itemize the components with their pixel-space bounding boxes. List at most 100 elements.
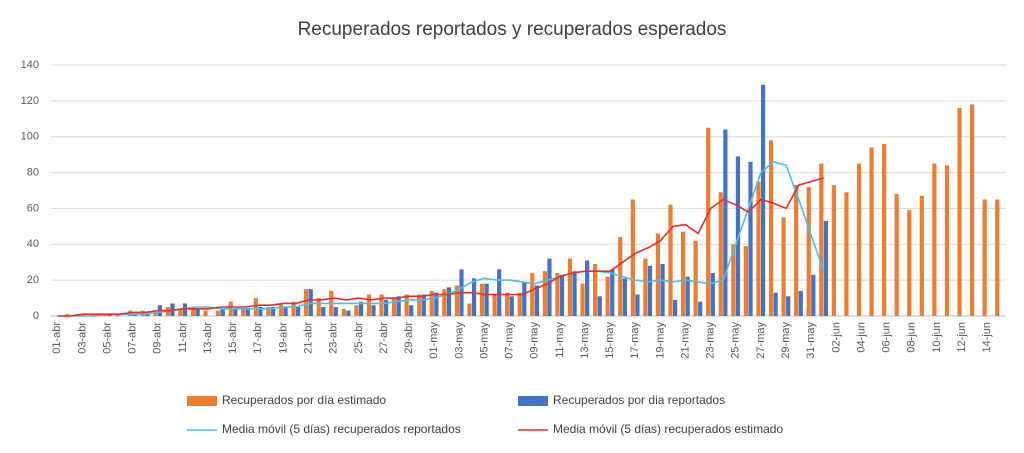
bar — [396, 296, 401, 316]
x-tick-label: 07-abr — [127, 322, 139, 354]
x-tick-label: 05-abr — [101, 322, 113, 354]
bar — [245, 308, 250, 316]
x-tick-label: 11-may — [554, 322, 566, 358]
bar — [517, 292, 522, 316]
bar — [706, 127, 711, 316]
bar — [894, 194, 899, 316]
bar — [258, 307, 263, 316]
x-tick-label: 09-may — [529, 322, 541, 359]
x-tick-label: 01-may — [428, 322, 440, 359]
bar — [522, 281, 527, 316]
bar — [409, 305, 414, 316]
bar — [153, 312, 158, 316]
bar — [321, 307, 326, 316]
bar — [358, 301, 364, 316]
y-tick-label: 40 — [27, 238, 39, 250]
y-tick-label: 20 — [27, 274, 39, 286]
bar — [668, 204, 673, 316]
bar — [995, 199, 1000, 316]
bar — [831, 185, 836, 316]
x-tick-label: 21-may — [679, 322, 691, 359]
x-tick-label: 27-may — [755, 322, 767, 359]
bar — [266, 307, 271, 316]
bar — [233, 308, 238, 316]
x-tick-label: 10-jun — [931, 322, 943, 353]
bar — [882, 143, 887, 316]
x-tick-label: 15-may — [604, 322, 616, 359]
x-tick-label: 07-may — [504, 322, 516, 359]
x-tick-label: 25-abr — [353, 322, 365, 354]
bar — [819, 163, 824, 316]
y-tick-label: 120 — [21, 95, 39, 107]
x-tick-label: 12-jun — [956, 322, 968, 353]
bar — [366, 294, 372, 316]
bar — [497, 269, 502, 316]
bar — [743, 246, 749, 316]
bar — [278, 303, 284, 316]
bar — [253, 298, 258, 316]
y-tick-label: 60 — [27, 202, 39, 214]
y-tick-label: 140 — [21, 59, 39, 71]
legend-label: Recuperados por día estimado — [222, 393, 386, 407]
bar — [182, 303, 188, 316]
x-tick-label: 06-jun — [881, 322, 893, 353]
bar — [811, 274, 816, 316]
bar — [442, 289, 447, 316]
bar — [685, 276, 690, 316]
bar — [371, 305, 376, 316]
bar — [316, 298, 321, 316]
x-tick-label: 25-may — [730, 322, 742, 359]
bar — [140, 310, 145, 316]
legend-swatch — [518, 396, 548, 406]
bar — [643, 258, 648, 316]
bar — [107, 314, 112, 316]
legend-label: Recuperados por dia reportados — [553, 393, 725, 407]
bar — [65, 314, 70, 316]
bar — [471, 278, 477, 316]
x-tick-label: 13-abr — [202, 322, 214, 354]
x-tick-label: 31-may — [805, 322, 817, 359]
bar — [610, 269, 615, 316]
x-tick-label: 17-abr — [252, 322, 264, 354]
bar — [547, 258, 552, 316]
bar — [969, 104, 975, 316]
legend-label: Media móvil (5 días) recuperados estimad… — [553, 422, 783, 436]
x-tick-label: 02-jun — [830, 322, 842, 353]
bar — [542, 271, 547, 316]
bar — [383, 299, 389, 316]
bar — [768, 140, 774, 316]
x-tick-label: 19-abr — [277, 322, 289, 354]
bar — [647, 265, 653, 316]
bar — [354, 305, 359, 316]
bar — [748, 161, 753, 316]
legend-swatch — [187, 396, 217, 406]
bar — [303, 289, 309, 316]
y-tick-label: 80 — [27, 166, 39, 178]
bar — [655, 233, 661, 316]
bar — [907, 210, 912, 316]
bar — [781, 217, 786, 316]
chart-title: Recuperados reportados y recuperados esp… — [298, 19, 727, 40]
bar — [794, 185, 799, 316]
bar — [731, 244, 736, 316]
bar — [593, 264, 598, 316]
x-tick-label: 23-abr — [328, 322, 340, 354]
bar — [484, 283, 489, 316]
bar — [178, 308, 183, 316]
bar — [856, 163, 862, 316]
bar — [283, 307, 288, 316]
bar — [597, 296, 602, 316]
bar — [90, 314, 95, 316]
bar — [429, 290, 434, 316]
bar — [530, 272, 535, 316]
bar — [333, 307, 338, 316]
bar — [479, 283, 485, 316]
bar — [680, 231, 686, 316]
bar — [132, 314, 137, 316]
bar — [919, 195, 924, 316]
bar — [635, 294, 640, 316]
y-tick-label: 0 — [33, 310, 39, 322]
bar — [982, 199, 987, 316]
bar — [823, 220, 828, 316]
x-tick-label: 29-may — [780, 322, 792, 359]
